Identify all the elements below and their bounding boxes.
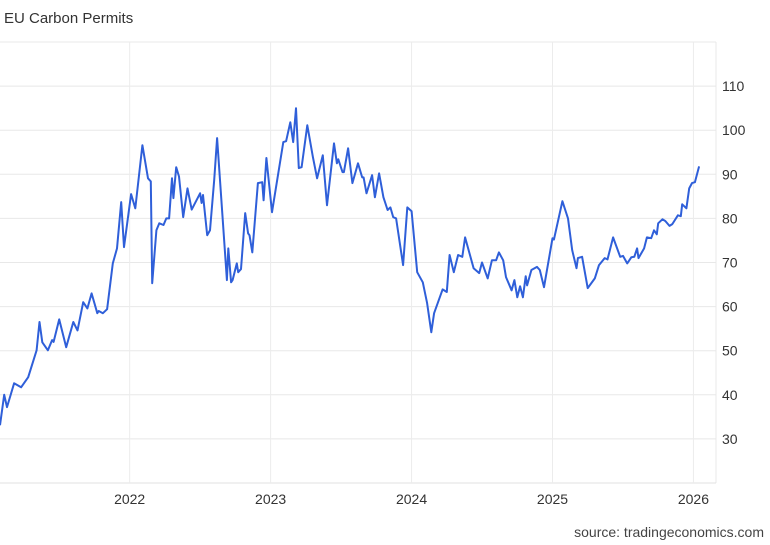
x-tick-label-2022: 2022 (114, 491, 145, 507)
y-tick-label-110: 110 (722, 78, 745, 94)
y-tick-label-60: 60 (722, 299, 738, 315)
x-tick-label-2024: 2024 (396, 491, 427, 507)
source-note: source: tradingeconomics.com (574, 524, 764, 540)
y-tick-label-80: 80 (722, 210, 738, 226)
series-line-eu-carbon-permits (0, 107, 701, 426)
x-axis-ticks: 2022 2023 2024 2025 2026 (114, 491, 709, 507)
y-tick-label-30: 30 (722, 431, 738, 447)
x-tick-label-2023: 2023 (255, 491, 286, 507)
x-tick-label-2026: 2026 (678, 491, 709, 507)
y-tick-label-50: 50 (722, 343, 738, 359)
y-tick-label-90: 90 (722, 166, 738, 182)
y-tick-label-70: 70 (722, 255, 738, 271)
y-tick-label-100: 100 (722, 122, 746, 138)
x-tick-label-2025: 2025 (537, 491, 568, 507)
y-tick-label-40: 40 (722, 387, 738, 403)
gridlines (0, 41, 717, 484)
y-axis-ticks: 30 40 50 60 70 80 90 100 110 (722, 78, 746, 447)
chart-title: EU Carbon Permits (4, 10, 134, 27)
